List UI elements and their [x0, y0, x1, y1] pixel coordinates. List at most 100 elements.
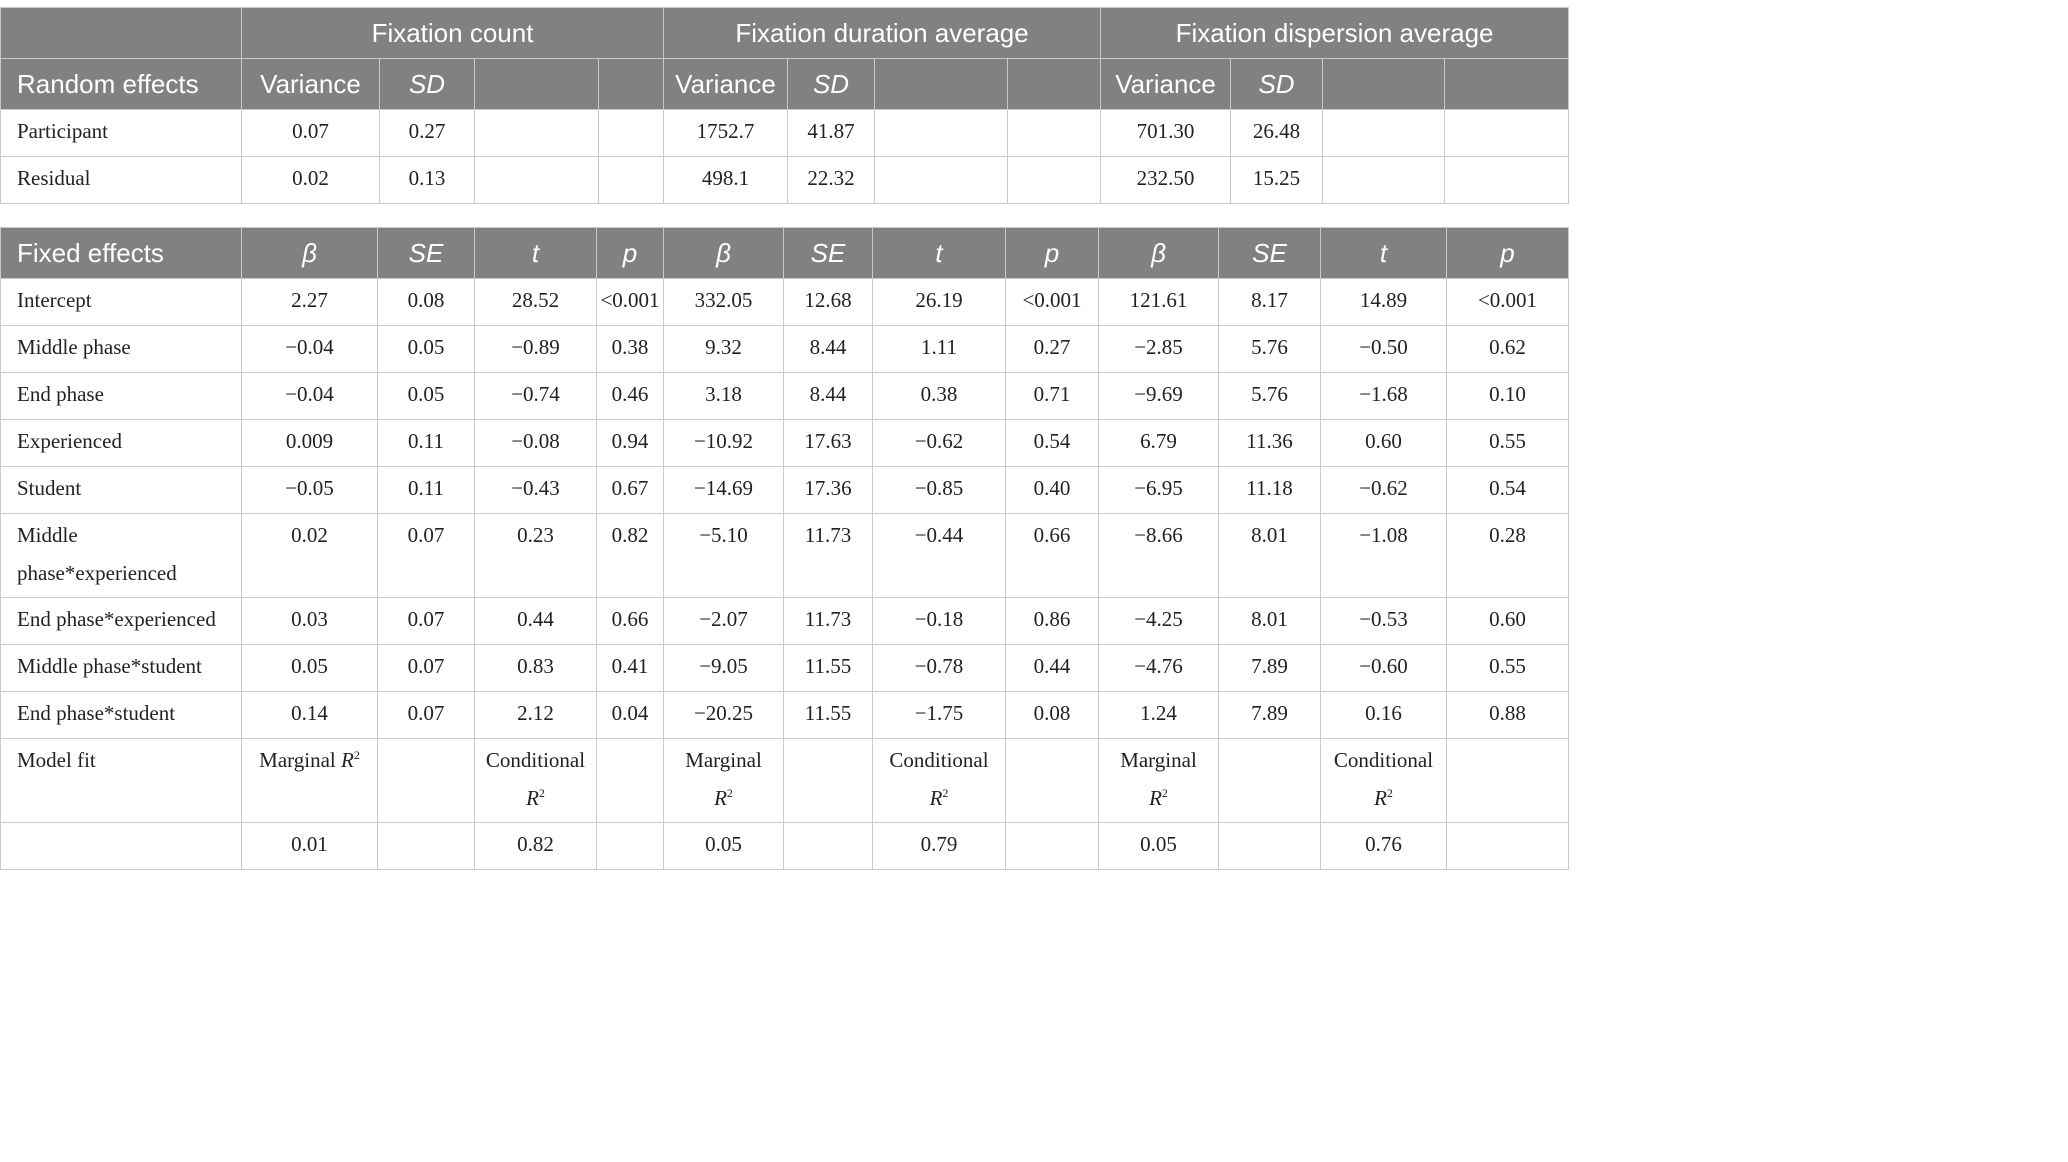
table-row: End phase −0.04 0.05 −0.74 0.46 3.18 8.44 0.38 0…	[0, 372, 1569, 420]
cell: −2.85	[1098, 325, 1219, 373]
cell: 0.07	[241, 109, 380, 157]
cell: −0.89	[474, 325, 597, 373]
cell: <0.001	[1005, 278, 1099, 326]
sd-header: SD	[1230, 58, 1324, 110]
variance-header: Variance	[663, 58, 788, 110]
conditional-r2-label: Conditional R2	[474, 738, 597, 823]
cell: 0.27	[1005, 325, 1099, 373]
row-label: Middle phase*student	[0, 644, 242, 692]
squared-superscript: 2	[538, 785, 545, 800]
cell: 0.02	[241, 156, 380, 204]
squared-superscript: 2	[1386, 785, 1393, 800]
beta-header: β	[1098, 227, 1219, 279]
empty-cell	[1218, 738, 1321, 823]
cell: −0.04	[241, 325, 378, 373]
marginal-r2-label: Marginal R2	[663, 738, 784, 823]
empty-cell	[783, 822, 873, 870]
cell: 232.50	[1100, 156, 1232, 204]
cell: −0.50	[1320, 325, 1447, 373]
cell: 0.08	[1005, 691, 1099, 739]
fixed-effects-heading: Fixed effects	[0, 227, 242, 279]
empty-cell	[0, 822, 242, 870]
cell: −5.10	[663, 513, 784, 598]
cell: 0.40	[1005, 466, 1099, 514]
empty-cell	[596, 738, 664, 823]
model-fit-row: Model fit Marginal R2 Conditional R2 Margina…	[0, 738, 1569, 823]
cell: 0.28	[1446, 513, 1569, 598]
cell: 0.67	[596, 466, 664, 514]
cell: 0.04	[596, 691, 664, 739]
table-row: Middle phase*experienced 0.02 0.07 0.23 0.82…	[0, 513, 1569, 598]
random-effects-table: Fixation count Fixation duration average…	[0, 7, 1570, 204]
cell: −0.74	[474, 372, 597, 420]
cell: 8.01	[1218, 597, 1321, 645]
sd-header: SD	[379, 58, 475, 110]
cell: 3.18	[663, 372, 784, 420]
table-row: Participant 0.07 0.27 1752.7 41.87 701.3…	[0, 109, 1570, 157]
cell: 8.44	[783, 372, 873, 420]
cell: 8.01	[1218, 513, 1321, 598]
empty-header	[1006, 58, 1102, 110]
empty-header	[474, 58, 599, 110]
cell: 0.88	[1446, 691, 1569, 739]
cell: 11.18	[1218, 466, 1321, 514]
conditional-r2-label: Conditional R2	[872, 738, 1006, 823]
cell: −6.95	[1098, 466, 1219, 514]
cell: −8.66	[1098, 513, 1219, 598]
r-symbol: R	[1149, 785, 1162, 810]
cell: 17.36	[783, 466, 873, 514]
cell: 0.66	[1005, 513, 1099, 598]
cell: −0.53	[1320, 597, 1447, 645]
cell: <0.001	[1446, 278, 1569, 326]
empty-header	[1444, 58, 1570, 110]
cell: 0.94	[596, 419, 664, 467]
cell: −4.25	[1098, 597, 1219, 645]
cell: 0.54	[1005, 419, 1099, 467]
empty-header	[598, 58, 664, 110]
r-symbol: R	[526, 785, 539, 810]
cell: 7.89	[1218, 691, 1321, 739]
cell: 0.05	[663, 822, 784, 870]
se-header: SE	[783, 227, 873, 279]
cell: 2.27	[241, 278, 378, 326]
t-header: t	[474, 227, 597, 279]
marginal-label: Marginal	[1120, 748, 1197, 772]
beta-header: β	[241, 227, 378, 279]
cell: 0.55	[1446, 644, 1569, 692]
cell: 0.41	[596, 644, 664, 692]
row-label: Model fit	[0, 738, 242, 823]
cell: −9.05	[663, 644, 784, 692]
cell: −20.25	[663, 691, 784, 739]
fixed-effects-header-row: Fixed effects β SE t p β SE t p β SE t p	[0, 227, 1569, 279]
p-header: p	[596, 227, 664, 279]
table-row: Intercept 2.27 0.08 28.52 <0.001 332.05 12.68 2…	[0, 278, 1569, 326]
cell: −0.08	[474, 419, 597, 467]
empty-header	[874, 58, 1008, 110]
cell: 0.07	[377, 513, 475, 598]
cell: 0.38	[872, 372, 1006, 420]
cell: −1.68	[1320, 372, 1447, 420]
variance-header: Variance	[241, 58, 380, 110]
cell: −0.05	[241, 466, 378, 514]
cell: 5.76	[1218, 325, 1321, 373]
empty-cell	[1446, 822, 1569, 870]
cell: 121.61	[1098, 278, 1219, 326]
squared-superscript: 2	[726, 785, 733, 800]
p-header: p	[1005, 227, 1099, 279]
cell: 0.66	[596, 597, 664, 645]
group-header-fixation-dispersion: Fixation dispersion average	[1100, 7, 1570, 59]
cell: 11.55	[783, 691, 873, 739]
cell: 41.87	[787, 109, 875, 157]
cell: 26.48	[1230, 109, 1324, 157]
cell: 0.05	[377, 325, 475, 373]
fixed-effects-body: Intercept 2.27 0.08 28.52 <0.001 332.05 12.68 2…	[0, 278, 1569, 870]
squared-superscript: 2	[1161, 785, 1168, 800]
empty-cell	[1218, 822, 1321, 870]
p-header: p	[1446, 227, 1569, 279]
cell: 0.14	[241, 691, 378, 739]
cell: 0.71	[1005, 372, 1099, 420]
empty-cell	[1322, 156, 1446, 204]
cell: 0.44	[474, 597, 597, 645]
cell: 0.60	[1320, 419, 1447, 467]
group-header-fixation-duration: Fixation duration average	[662, 7, 1102, 59]
